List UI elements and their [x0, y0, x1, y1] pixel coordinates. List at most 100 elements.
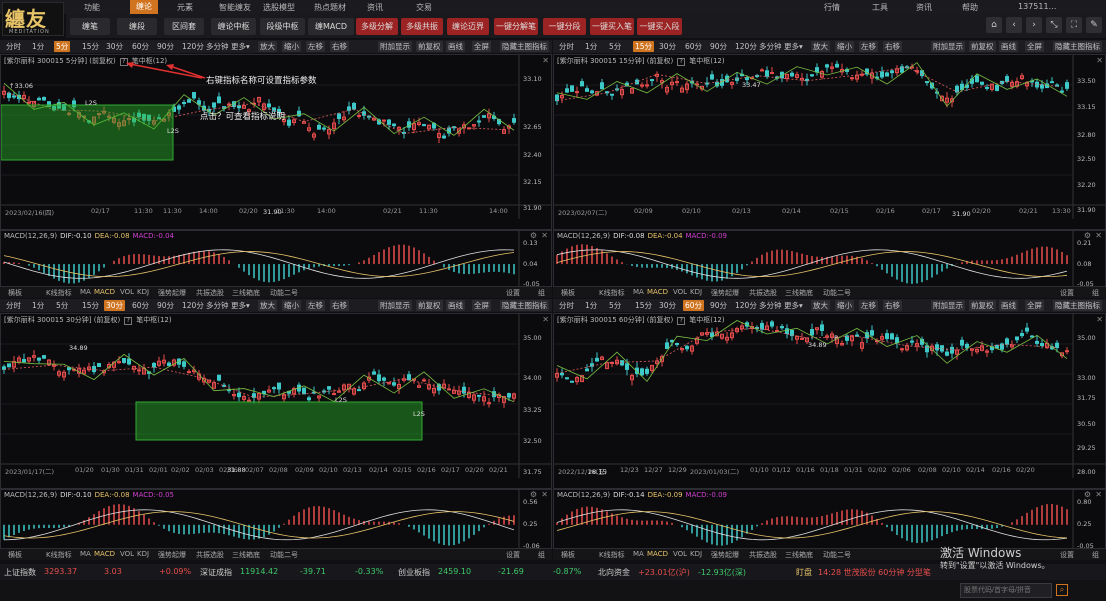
toolbar-2[interactable]: 5分 — [609, 301, 622, 310]
chan-button-5[interactable]: 缠MACD — [308, 18, 354, 35]
toolbar-9[interactable]: 更多▾ — [784, 42, 803, 51]
kline-panel-60m[interactable]: [紫尔丽科 300015 60分钟] (前复权)? 笔中枢(12) 35.00 33.… — [553, 313, 1106, 489]
indicator-tab-1[interactable]: K线指标 — [599, 551, 625, 559]
toolbar-12[interactable]: 左移 — [306, 300, 325, 311]
watch-tag[interactable]: 盯盘 — [796, 568, 812, 577]
toolbar-13[interactable]: 右移 — [330, 41, 349, 52]
indicator-settings[interactable]: 设置 — [506, 551, 520, 559]
ticker-label-0[interactable]: 上证指数 — [4, 568, 36, 577]
toolbar-12[interactable]: 左移 — [859, 41, 878, 52]
gear-icon[interactable]: ⚙ — [1083, 231, 1091, 240]
toolbar-10[interactable]: 放大 — [258, 41, 277, 52]
close-icon[interactable]: ✕ — [1095, 231, 1102, 240]
help-icon[interactable]: ? — [124, 317, 133, 325]
indicator-tab-1[interactable]: K线指标 — [599, 289, 625, 297]
toolbar-4[interactable]: 30分 — [659, 42, 677, 51]
toolbar-5[interactable]: 60分 — [132, 301, 150, 310]
toolbar-0[interactable]: 分时 — [6, 301, 21, 310]
toolbar-10[interactable]: 放大 — [811, 300, 830, 311]
macd-panel-30m[interactable]: MACD(12,26,9) DIF:-0.10 DEA:-0.08 MACD:-0.0… — [0, 489, 552, 549]
toolbar-12[interactable]: 左移 — [859, 300, 878, 311]
toolbar-16[interactable]: 画线 — [999, 300, 1018, 311]
indicator-extra[interactable]: 组 — [538, 551, 545, 559]
indicator-tab-5[interactable]: KDJ — [690, 288, 703, 296]
toolbar-3[interactable]: 15分 — [82, 42, 100, 51]
toolbar-9[interactable]: 更多▾ — [231, 42, 250, 51]
toolbar-17[interactable]: 全屏 — [1025, 300, 1044, 311]
indicator-tab-0[interactable]: 横板 — [8, 289, 22, 297]
toolbar-1[interactable]: 1分 — [32, 42, 45, 51]
help-icon[interactable]: ? — [119, 58, 128, 66]
indicator-extra[interactable]: 组 — [538, 289, 545, 297]
menu-item-0[interactable]: 功能 — [84, 3, 100, 12]
indicator-settings[interactable]: 设置 — [506, 289, 520, 297]
chan-button-4[interactable]: 段级中枢 — [260, 18, 305, 35]
indicator-tab-5[interactable]: KDJ — [690, 550, 703, 558]
toolbar-16[interactable]: 画线 — [999, 41, 1018, 52]
menu-item-5[interactable]: 热点题材 — [314, 3, 346, 12]
bi-indicator-name[interactable]: 笔中枢(12) — [689, 57, 725, 65]
toolbar-8[interactable]: 多分钟 — [759, 42, 782, 51]
expand-icon[interactable]: ⤡ — [1046, 17, 1062, 33]
indicator-tab-6[interactable]: 强势起爆 — [158, 551, 186, 559]
menu-item-3[interactable]: 智能缠友 — [219, 3, 251, 12]
toolbar-14[interactable]: 附加显示 — [931, 41, 965, 52]
toolbar-18[interactable]: 隐藏主图指标 — [500, 300, 549, 311]
toolbar-15[interactable]: 前复权 — [416, 300, 443, 311]
indicator-tab-1[interactable]: K线指标 — [46, 289, 72, 297]
indicator-tab-1[interactable]: K线指标 — [46, 551, 72, 559]
toolbar-9[interactable]: 更多▾ — [231, 301, 250, 310]
toolbar-3[interactable]: 15分 — [635, 301, 653, 310]
toolbar-18[interactable]: 隐藏主图指标 — [1053, 41, 1102, 52]
menu-item-6[interactable]: 资讯 — [367, 3, 383, 12]
chan-button-7[interactable]: 多级共振 — [401, 18, 443, 35]
indicator-settings[interactable]: 设置 — [1060, 289, 1074, 297]
chan-button-12[interactable]: 一键买入段 — [637, 18, 682, 35]
menu-item-1[interactable]: 缠论 — [130, 0, 158, 14]
toolbar-17[interactable]: 全屏 — [472, 41, 491, 52]
indicator-tab-0[interactable]: 横板 — [561, 551, 575, 559]
indicator-tab-9[interactable]: 动能二号 — [270, 551, 298, 559]
toolbar-2[interactable]: 5分 — [609, 42, 622, 51]
kline-panel-15m[interactable]: [紫尔丽科 300015 15分钟] (前复权)? 笔中枢(12) 33.50 33.… — [553, 54, 1106, 230]
indicator-tab-6[interactable]: 强势起爆 — [711, 289, 739, 297]
indicator-tab-8[interactable]: 三线箱底 — [785, 551, 813, 559]
toolbar-11[interactable]: 缩小 — [835, 41, 854, 52]
panel-close-icon[interactable]: ✕ — [1096, 315, 1103, 324]
indicator-extra[interactable]: 组 — [1092, 289, 1099, 297]
toolbar-5[interactable]: 60分 — [685, 42, 703, 51]
toolbar-6[interactable]: 90分 — [157, 301, 175, 310]
toolbar-14[interactable]: 附加显示 — [378, 41, 412, 52]
ticker-label-2[interactable]: 创业板指 — [398, 568, 430, 577]
toolbar-5[interactable]: 60分 — [683, 300, 705, 311]
indicator-tab-6[interactable]: 强势起爆 — [158, 289, 186, 297]
toolbar-10[interactable]: 放大 — [811, 41, 830, 52]
forward-icon[interactable]: › — [1026, 17, 1042, 33]
indicator-tab-5[interactable]: KDJ — [137, 288, 150, 296]
toolbar-7[interactable]: 120分 — [182, 42, 204, 51]
home-icon[interactable]: ⌂ — [986, 17, 1002, 33]
indicator-tab-9[interactable]: 动能二号 — [823, 289, 851, 297]
toolbar-8[interactable]: 多分钟 — [206, 42, 229, 51]
toolbar-16[interactable]: 画线 — [446, 41, 465, 52]
chan-button-3[interactable]: 缠论中枢 — [211, 18, 256, 35]
toolbar-18[interactable]: 隐藏主图指标 — [1053, 300, 1102, 311]
indicator-tab-2[interactable]: MA — [633, 288, 644, 296]
toolbar-3[interactable]: 15分 — [82, 301, 100, 310]
toolbar-9[interactable]: 更多▾ — [784, 301, 803, 310]
search-icon[interactable]: ⌕ — [1056, 584, 1068, 596]
chan-button-6[interactable]: 多级分解 — [356, 18, 398, 35]
indicator-tab-9[interactable]: 动能二号 — [270, 289, 298, 297]
toolbar-7[interactable]: 120分 — [735, 301, 757, 310]
toolbar-13[interactable]: 右移 — [883, 41, 902, 52]
macd-panel-5m[interactable]: MACD(12,26,9) DIF:-0.10 DEA:-0.08 MACD:-0.0… — [0, 230, 552, 287]
toolbar-7[interactable]: 120分 — [182, 301, 204, 310]
maximize-icon[interactable]: ⛶ — [1066, 17, 1082, 33]
toolbar-8[interactable]: 多分钟 — [206, 301, 229, 310]
gear-icon[interactable]: ⚙ — [529, 231, 537, 240]
toolbar-16[interactable]: 画线 — [446, 300, 465, 311]
help-icon[interactable]: ? — [677, 317, 686, 325]
toolbar-0[interactable]: 分时 — [559, 301, 574, 310]
indicator-tab-2[interactable]: MA — [633, 550, 644, 558]
toolbar-12[interactable]: 左移 — [306, 41, 325, 52]
